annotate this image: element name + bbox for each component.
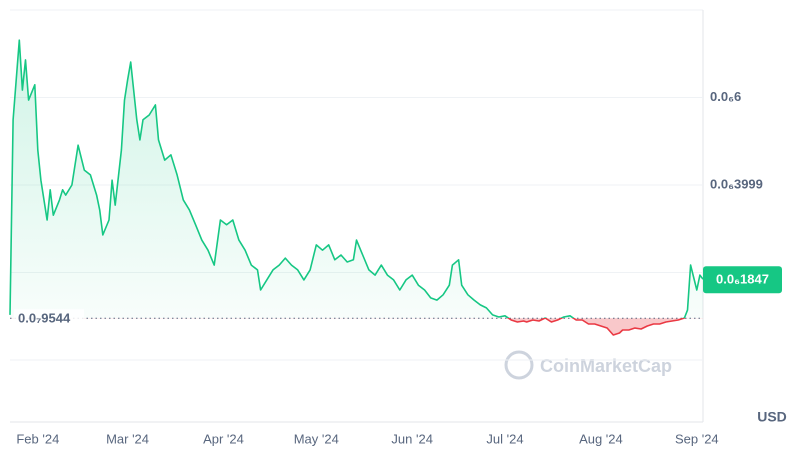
last-price-tag bbox=[703, 266, 782, 294]
last-price-label: 0.0₆1847 bbox=[716, 272, 769, 287]
watermark-text: CoinMarketCap bbox=[540, 356, 672, 376]
baseline-label-bg bbox=[14, 309, 84, 328]
unit-label: USD bbox=[757, 409, 787, 425]
price-area bbox=[10, 40, 703, 335]
x-tick-label: Feb '24 bbox=[16, 431, 59, 446]
x-tick-label: Sep '24 bbox=[675, 431, 719, 446]
x-tick-label: Apr '24 bbox=[203, 431, 244, 446]
x-tick-label: May '24 bbox=[294, 431, 339, 446]
x-tick-label: Mar '24 bbox=[106, 431, 149, 446]
x-tick-label: Jun '24 bbox=[391, 431, 433, 446]
y-tick-label: 0.0₆6 bbox=[710, 89, 741, 104]
y-tick-label: 0.0₆3999 bbox=[710, 176, 763, 191]
x-tick-label: Jul '24 bbox=[486, 431, 523, 446]
price-line bbox=[9, 39, 704, 336]
watermark-logo bbox=[504, 350, 534, 380]
x-tick-label: Aug '24 bbox=[579, 431, 623, 446]
baseline-label: 0.0₇9544 bbox=[18, 311, 71, 326]
watermark: CoinMarketCap bbox=[504, 350, 672, 380]
